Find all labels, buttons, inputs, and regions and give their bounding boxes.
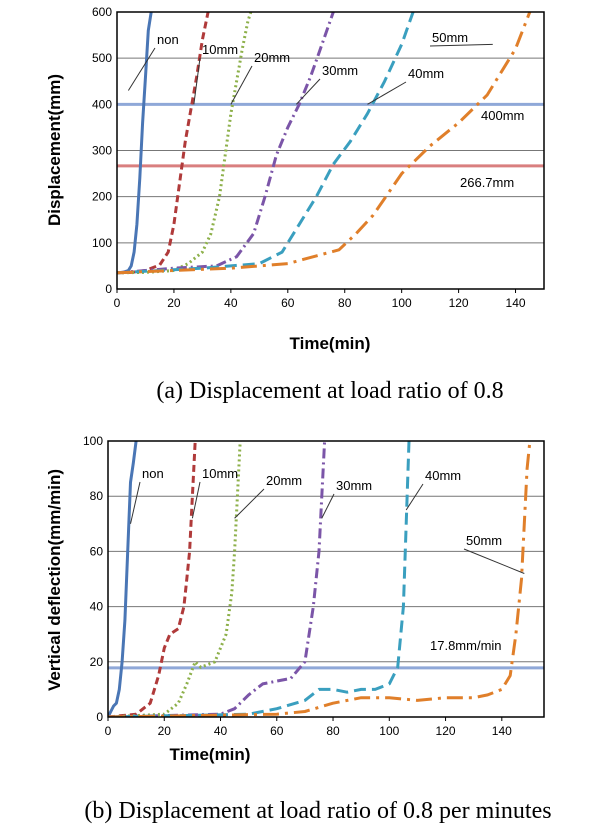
series-label: 50mm xyxy=(466,533,502,548)
panel-a-y-axis-title: Displacement(mm) xyxy=(45,74,64,226)
series-label: 40mm xyxy=(425,468,461,483)
panel-b-series xyxy=(108,441,532,717)
label-leader-line xyxy=(429,43,493,47)
y-tick-label: 40 xyxy=(90,600,104,614)
series-label: non xyxy=(142,466,164,481)
x-tick-label: 40 xyxy=(224,296,238,310)
y-tick-label: 60 xyxy=(90,544,104,558)
x-tick-label: 140 xyxy=(492,724,512,738)
panel-a-caption: (a) Displacement at load ratio of 0.8 xyxy=(156,378,503,404)
y-tick-label: 600 xyxy=(92,5,112,19)
label-leader-line xyxy=(234,488,265,519)
label-leader-line xyxy=(405,483,424,511)
y-tick-label: 100 xyxy=(83,434,103,448)
series-line-20mm xyxy=(108,441,242,717)
panel-b-y-ticks: 0 20 40 60 80 100 xyxy=(83,434,103,724)
label-leader-line xyxy=(130,481,141,524)
x-tick-label: 0 xyxy=(105,724,112,738)
y-tick-label: 80 xyxy=(90,489,104,503)
panel-a-reference-lines xyxy=(117,102,544,168)
label-leader-line xyxy=(463,548,525,574)
series-line-10mm xyxy=(108,441,197,717)
series-label: 30mm xyxy=(336,478,372,493)
label-leader-line xyxy=(367,81,407,105)
label-leader-line xyxy=(230,65,253,105)
panel-b-chart: 0 20 40 60 80 100 120 140 0 20 40 60 80 100 non 10mm 2… xyxy=(45,434,552,824)
y-tick-label: 300 xyxy=(92,144,112,158)
x-tick-label: 40 xyxy=(214,724,228,738)
series-line-30mm xyxy=(117,12,335,275)
series-label: 10mm xyxy=(202,466,238,481)
label-leader-line xyxy=(191,481,201,519)
x-tick-label: 80 xyxy=(326,724,340,738)
y-tick-label: 500 xyxy=(92,51,112,65)
x-tick-label: 60 xyxy=(281,296,295,310)
panel-b-x-axis-title: Time(min) xyxy=(170,745,251,764)
y-tick-label: 200 xyxy=(92,190,112,204)
series-label: 10mm xyxy=(202,42,238,57)
panel-a-x-ticks: 0 20 40 60 80 100 120 140 xyxy=(114,289,526,310)
x-tick-label: 120 xyxy=(436,724,456,738)
x-tick-label: 100 xyxy=(379,724,399,738)
series-line-50mm xyxy=(117,12,532,275)
reference-line-label: 266.7mm xyxy=(460,175,514,190)
panel-b-series-labels: non 10mm 20mm 30mm 40mm 50mm 17.8mm/min xyxy=(130,466,525,653)
label-leader-line xyxy=(295,78,321,105)
x-tick-label: 80 xyxy=(338,296,352,310)
panel-b-frame xyxy=(107,440,545,718)
panel-b-caption: (b) Displacement at load ratio of 0.8 pe… xyxy=(84,798,551,824)
panel-a-chart: 0 20 40 60 80 100 120 140 0 100 200 300 400 500 600 n… xyxy=(45,5,545,404)
series-label: 40mm xyxy=(408,66,444,81)
x-tick-label: 140 xyxy=(506,296,526,310)
series-label: non xyxy=(157,32,179,47)
reference-line-label: 400mm xyxy=(481,108,524,123)
label-leader-line xyxy=(127,47,156,91)
x-tick-label: 60 xyxy=(270,724,284,738)
panel-a-series-labels: non 10mm 20mm 30mm 40mm 50mm 400mm 266.7mm xyxy=(127,30,524,190)
reference-line-label: 17.8mm/min xyxy=(430,638,502,653)
series-line-30mm xyxy=(108,441,327,717)
series-line-40mm xyxy=(108,441,411,717)
y-tick-label: 0 xyxy=(96,710,103,724)
series-line-50mm xyxy=(108,441,532,717)
x-tick-label: 120 xyxy=(449,296,469,310)
y-tick-label: 100 xyxy=(92,236,112,250)
series-line-40mm xyxy=(117,12,415,275)
panel-a-y-ticks: 0 100 200 300 400 500 600 xyxy=(92,5,112,296)
label-leader-line xyxy=(193,57,201,105)
y-tick-label: 20 xyxy=(90,655,104,669)
panel-a-x-axis-title: Time(min) xyxy=(290,334,371,353)
label-leader-line xyxy=(321,493,335,519)
panel-b-x-ticks: 0 20 40 60 80 100 120 140 xyxy=(105,717,512,738)
x-tick-label: 20 xyxy=(167,296,181,310)
panel-a-frame xyxy=(116,11,545,290)
y-tick-label: 0 xyxy=(105,282,112,296)
panel-b-plot-area xyxy=(108,441,544,717)
y-tick-label: 400 xyxy=(92,97,112,111)
x-tick-label: 100 xyxy=(392,296,412,310)
series-label: 50mm xyxy=(432,30,468,45)
series-label: 20mm xyxy=(266,473,302,488)
series-label: 20mm xyxy=(254,50,290,65)
series-label: 30mm xyxy=(322,63,358,78)
panel-b-gridlines xyxy=(108,495,544,663)
x-tick-label: 20 xyxy=(158,724,172,738)
x-tick-label: 0 xyxy=(114,296,121,310)
panel-b-y-axis-title: Vertical deflection(mm/min) xyxy=(45,469,64,691)
series-line-non xyxy=(108,441,138,717)
